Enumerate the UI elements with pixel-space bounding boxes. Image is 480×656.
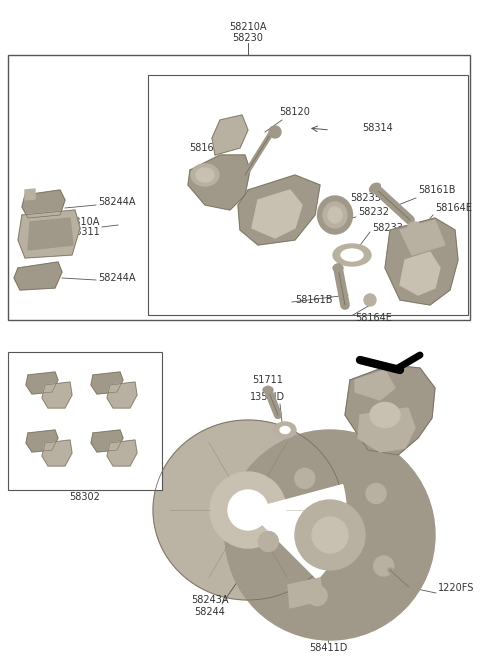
Text: 58210A: 58210A [229, 22, 267, 32]
Polygon shape [107, 382, 137, 408]
Bar [8, 55, 470, 320]
Polygon shape [252, 190, 302, 238]
Ellipse shape [280, 426, 290, 434]
Text: 58161B: 58161B [418, 185, 456, 195]
Wedge shape [248, 485, 346, 579]
Ellipse shape [274, 422, 296, 438]
Polygon shape [400, 252, 440, 295]
Text: 58302: 58302 [70, 492, 100, 502]
Polygon shape [42, 382, 72, 408]
Polygon shape [400, 220, 445, 255]
Polygon shape [212, 115, 248, 155]
Bar [148, 75, 468, 315]
Circle shape [228, 490, 268, 530]
Polygon shape [26, 372, 58, 394]
Polygon shape [355, 370, 395, 400]
Ellipse shape [191, 164, 219, 186]
Text: 58243A: 58243A [191, 595, 229, 605]
Circle shape [364, 294, 376, 306]
Polygon shape [107, 440, 137, 466]
Text: 1220FS: 1220FS [438, 583, 474, 593]
Ellipse shape [408, 587, 417, 593]
Polygon shape [91, 430, 123, 452]
Circle shape [307, 586, 327, 605]
Ellipse shape [333, 244, 371, 266]
Text: 58244A: 58244A [98, 273, 135, 283]
Circle shape [366, 483, 386, 504]
Polygon shape [42, 440, 72, 466]
Ellipse shape [333, 264, 343, 272]
Text: 58164E: 58164E [435, 203, 472, 213]
Ellipse shape [196, 168, 214, 182]
Circle shape [225, 430, 435, 640]
Text: 58235C: 58235C [350, 193, 388, 203]
Text: 58164E: 58164E [355, 313, 392, 323]
Ellipse shape [370, 403, 400, 428]
Ellipse shape [328, 207, 342, 223]
Text: 58310A: 58310A [62, 217, 100, 227]
Polygon shape [288, 578, 323, 608]
Ellipse shape [370, 183, 381, 193]
Ellipse shape [323, 202, 347, 228]
Polygon shape [91, 372, 123, 394]
Text: 58120: 58120 [279, 107, 311, 117]
Circle shape [407, 222, 423, 238]
Polygon shape [188, 155, 250, 210]
Polygon shape [28, 218, 73, 250]
Polygon shape [26, 430, 58, 452]
Text: 58244: 58244 [194, 607, 226, 617]
Text: 58163B: 58163B [189, 143, 227, 153]
Circle shape [295, 468, 315, 488]
Polygon shape [385, 218, 458, 305]
Text: 58314: 58314 [362, 123, 393, 133]
Bar [8, 352, 162, 490]
Ellipse shape [263, 386, 273, 394]
Text: 1351JD: 1351JD [251, 392, 286, 402]
Circle shape [258, 531, 278, 552]
Text: 58232: 58232 [358, 207, 389, 217]
Polygon shape [22, 190, 65, 218]
Text: 58233: 58233 [372, 223, 403, 233]
Polygon shape [25, 189, 35, 195]
Circle shape [295, 500, 365, 570]
Polygon shape [14, 262, 62, 290]
Ellipse shape [317, 196, 352, 234]
Ellipse shape [341, 249, 363, 261]
Circle shape [374, 556, 394, 576]
Text: 58311: 58311 [69, 227, 100, 237]
Polygon shape [18, 210, 80, 258]
Circle shape [269, 126, 281, 138]
Polygon shape [238, 175, 320, 245]
Text: 58411D: 58411D [309, 643, 347, 653]
Text: 51711: 51711 [252, 375, 283, 385]
Polygon shape [153, 420, 343, 600]
Polygon shape [25, 194, 35, 200]
Circle shape [210, 472, 286, 548]
Text: 58230: 58230 [233, 33, 264, 43]
Polygon shape [345, 365, 435, 455]
Text: 58244A: 58244A [98, 197, 135, 207]
Circle shape [312, 517, 348, 553]
Polygon shape [358, 408, 415, 452]
Text: 58161B: 58161B [295, 295, 333, 305]
